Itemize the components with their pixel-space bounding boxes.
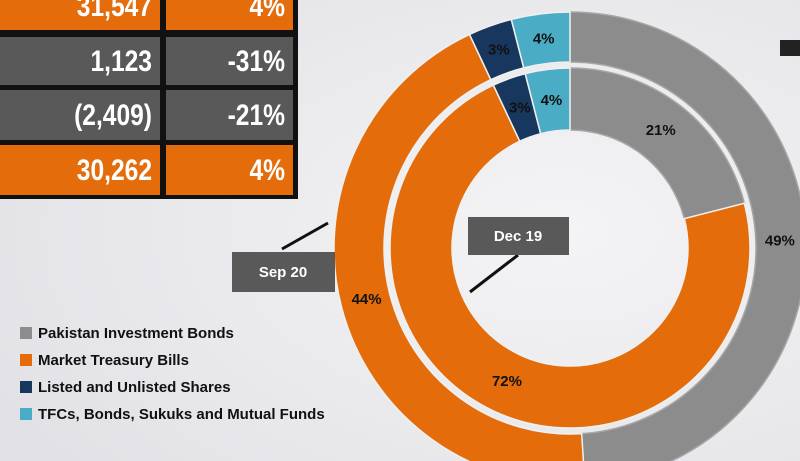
series-label: Sep 20 (259, 264, 307, 281)
leader-line (469, 253, 519, 294)
donut (333, 11, 800, 461)
donut-segment (569, 11, 800, 461)
donut-segment (510, 11, 571, 69)
series-label: Dec 19 (494, 228, 542, 245)
legend-fragment (780, 40, 800, 56)
data-label: 4% (541, 92, 563, 109)
legend-label: Listed and Unlisted Shares (38, 379, 231, 396)
legend-label: Market Treasury Bills (38, 352, 189, 369)
table-cell-text: 4% (249, 153, 285, 187)
legend-label: TFCs, Bonds, Sukuks and Mutual Funds (38, 406, 325, 423)
legend-swatch (20, 381, 32, 393)
data-label: 3% (488, 41, 510, 58)
table-cell (166, 145, 293, 195)
donut-segment (524, 67, 571, 135)
data-labels: 49% 44% 3% 4% 21% 72% 3% 4% (352, 31, 795, 390)
donut-segment (333, 33, 585, 461)
legend-swatch (20, 354, 32, 366)
legend-swatch (20, 408, 32, 420)
table-cell (0, 0, 160, 30)
leader-line (281, 221, 329, 251)
table-cell-text: 1,123 (90, 44, 152, 78)
table-cell (166, 37, 293, 85)
table-cell (0, 145, 160, 195)
series-label-box (468, 217, 569, 255)
legend-swatch (20, 327, 32, 339)
table-cell-text: (2,409) (74, 98, 152, 132)
donut-segment (389, 84, 751, 429)
table-cell-text: 4% (249, 0, 285, 22)
table-cell-text: -21% (228, 98, 285, 132)
data-label: 72% (492, 373, 522, 390)
table-cell-text: 31,547 (77, 0, 152, 22)
table-cell-text: -31% (228, 44, 285, 78)
table-cell-text: 30,262 (77, 153, 152, 187)
legend-label: Pakistan Investment Bonds (38, 325, 234, 342)
table-cell (0, 37, 160, 85)
series-label-box (232, 252, 335, 292)
table: 31,547 4% 1,123 -31% (2,409) -21% 30,262 4% (0, 0, 293, 195)
data-label: 4% (533, 31, 555, 48)
data-label: 3% (509, 100, 531, 117)
table-cell (0, 90, 160, 140)
data-label: 49% (765, 232, 795, 249)
legend: Pakistan Investment Bonds Market Treasury… (20, 325, 325, 423)
data-label: 21% (646, 122, 676, 139)
table-cell (166, 0, 293, 30)
data-label: 44% (352, 291, 382, 308)
table-cell (166, 90, 293, 140)
